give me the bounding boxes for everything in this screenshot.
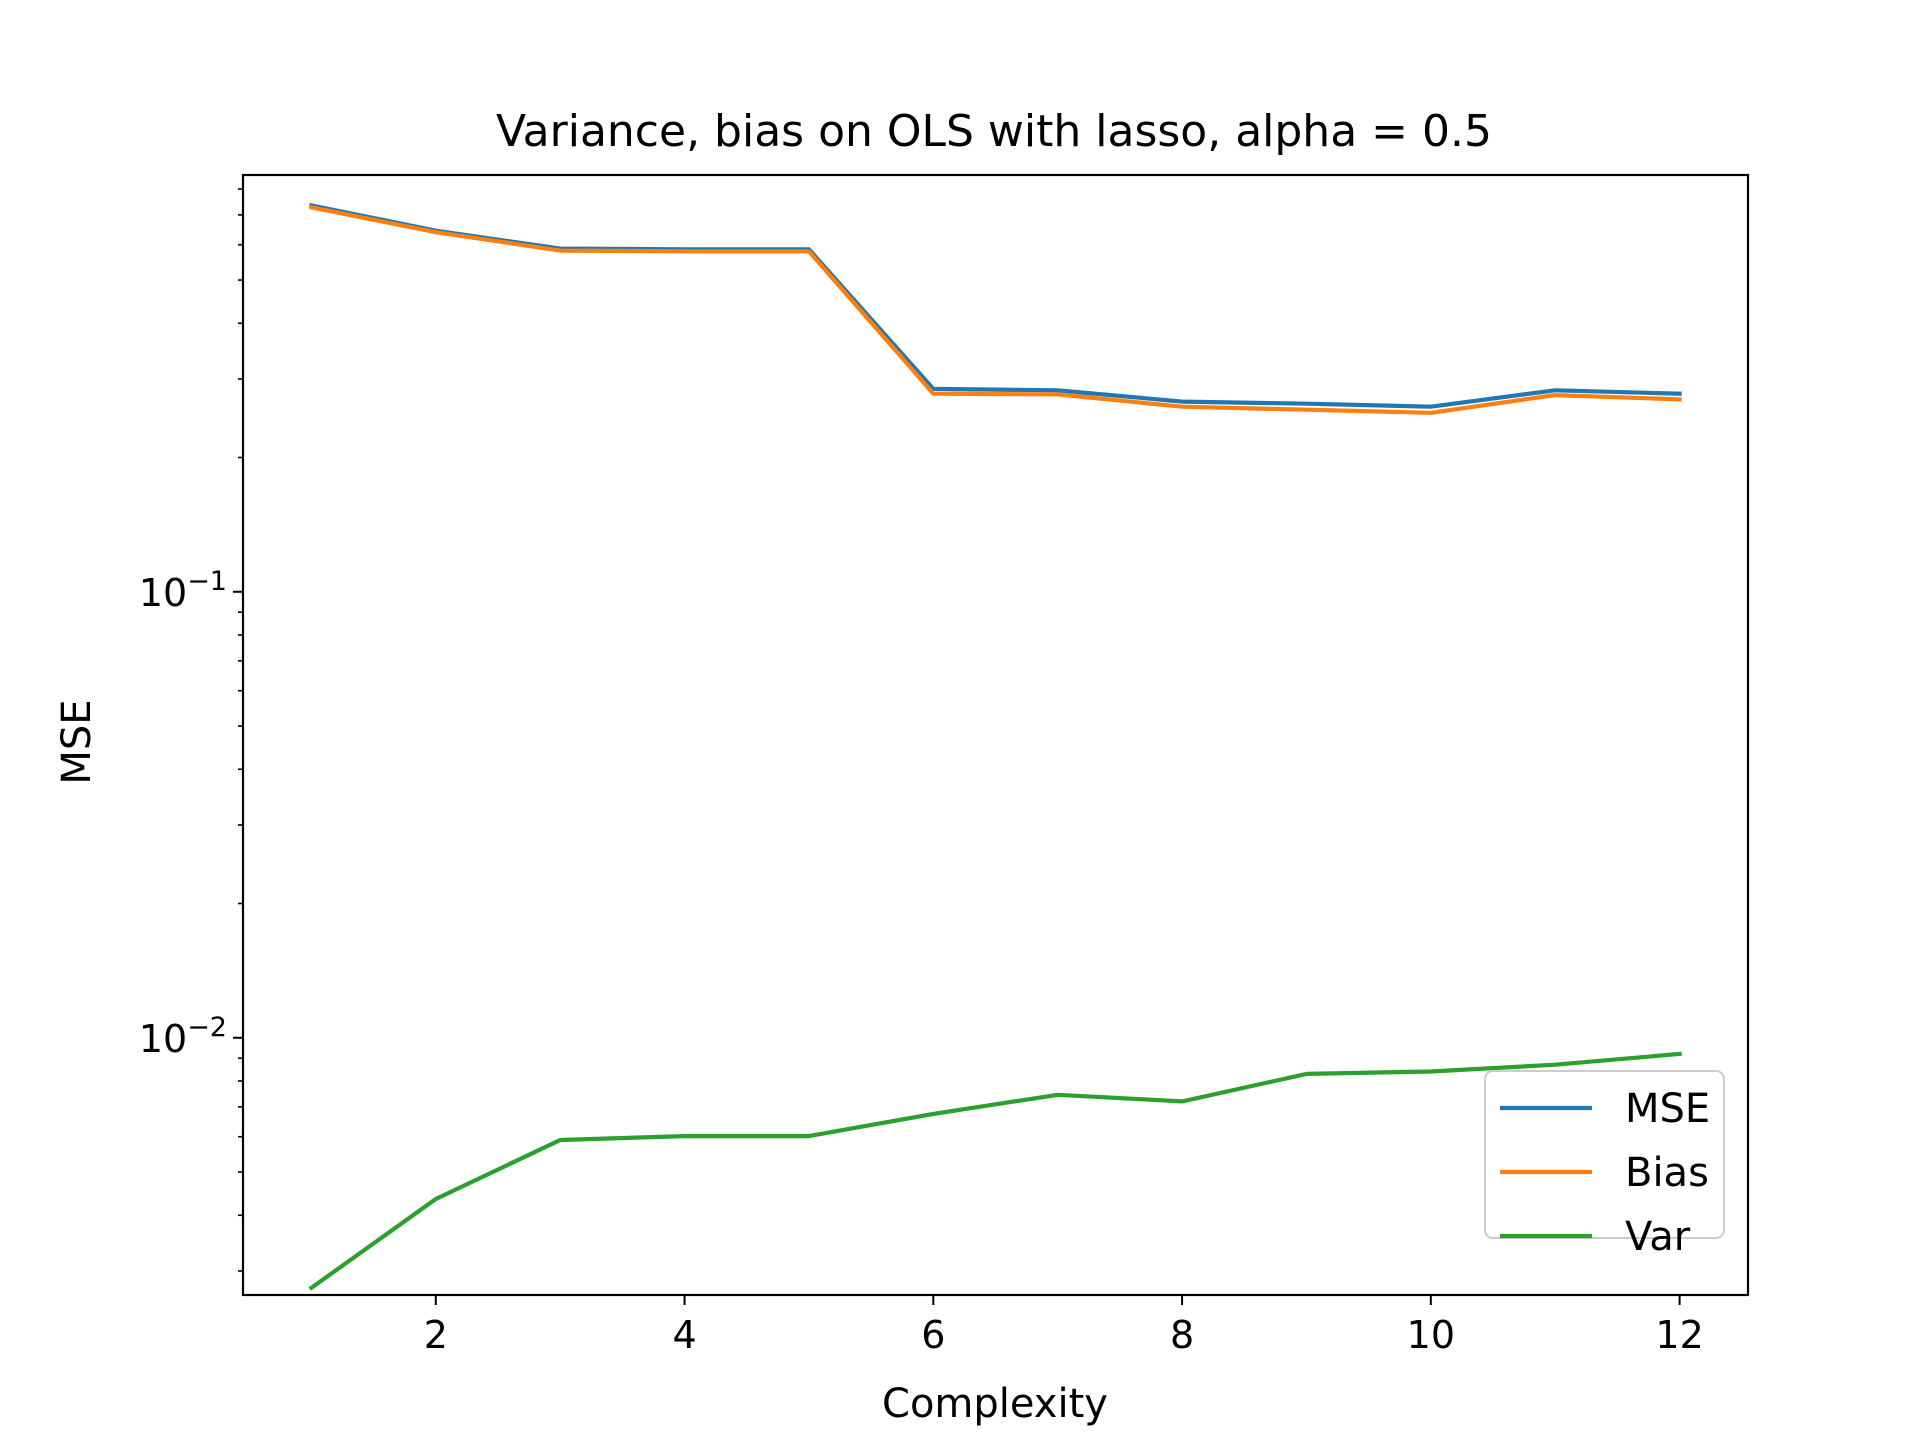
x-axis-ticks: 2 4 6 8 10 12 (424, 1295, 1704, 1357)
x-tick-label: 2 (424, 1313, 448, 1357)
y-tick-exponent: −2 (187, 1012, 227, 1043)
x-axis-label: Complexity (882, 1381, 1108, 1427)
chart-title: Variance, bias on OLS with lasso, alpha … (496, 106, 1492, 157)
x-tick-label: 10 (1407, 1313, 1455, 1357)
axes-frame (241, 173, 1750, 1297)
y-tick-label: 10−1 (139, 566, 227, 615)
legend: MSE Bias Var (1484, 1070, 1725, 1260)
x-tick-label: 4 (672, 1313, 696, 1357)
x-tick-label: 8 (1170, 1313, 1194, 1357)
series-line-var (308, 1051, 1682, 1291)
x-tick-label: 12 (1655, 1313, 1703, 1357)
x-tick-label: 6 (921, 1313, 945, 1357)
y-axis-minor-ticks (238, 188, 243, 1272)
plot-area: 2 4 6 8 10 12 10−110−2 (139, 173, 1750, 1357)
y-tick-base: 10 (139, 1017, 187, 1061)
legend-frame (1484, 1070, 1725, 1239)
legend-label-bias: Bias (1625, 1150, 1709, 1196)
y-tick-base: 10 (139, 571, 187, 615)
series-layer (308, 202, 1682, 1291)
y-axis-ticks: 10−110−2 (139, 566, 243, 1061)
series-line-bias (308, 204, 1682, 415)
legend-label-mse: MSE (1625, 1086, 1710, 1132)
legend-label-var: Var (1625, 1214, 1691, 1260)
y-tick-exponent: −1 (187, 566, 227, 597)
y-tick-label: 10−2 (139, 1012, 227, 1061)
y-axis-label: MSE (54, 699, 100, 784)
